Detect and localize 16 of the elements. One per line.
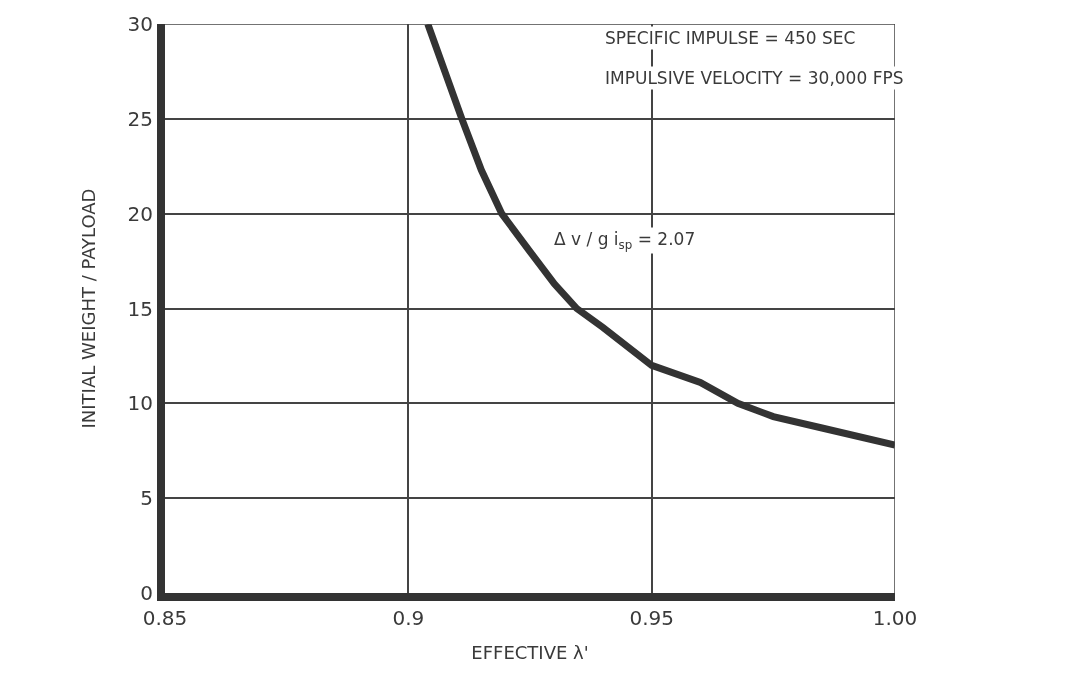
x-tick-label: 0.9 bbox=[392, 606, 425, 630]
y-tick-label: 0 bbox=[140, 581, 153, 605]
y-tick-label: 20 bbox=[127, 201, 153, 226]
annotation: SPECIFIC IMPULSE = 450 SEC bbox=[605, 28, 856, 48]
annotation: IMPULSIVE VELOCITY = 30,000 FPS bbox=[605, 68, 904, 88]
y-tick-label: 30 bbox=[127, 12, 153, 36]
x-tick-label: 0.85 bbox=[142, 606, 188, 630]
annotation: Δ v / g i$_{sp}$ = 2.07 bbox=[554, 229, 696, 252]
y-tick-label: 15 bbox=[127, 296, 153, 321]
y-tick-label: 5 bbox=[140, 486, 153, 511]
x-tick-label: 1.00 bbox=[872, 606, 918, 630]
y-tick-label: 10 bbox=[127, 391, 153, 416]
y-tick-label: 25 bbox=[127, 106, 153, 131]
y-axis-title: INITIAL WEIGHT / PAYLOAD bbox=[78, 188, 100, 429]
x-axis-title: EFFECTIVE λ' bbox=[471, 641, 589, 663]
x-tick-label: 0.95 bbox=[629, 606, 674, 630]
